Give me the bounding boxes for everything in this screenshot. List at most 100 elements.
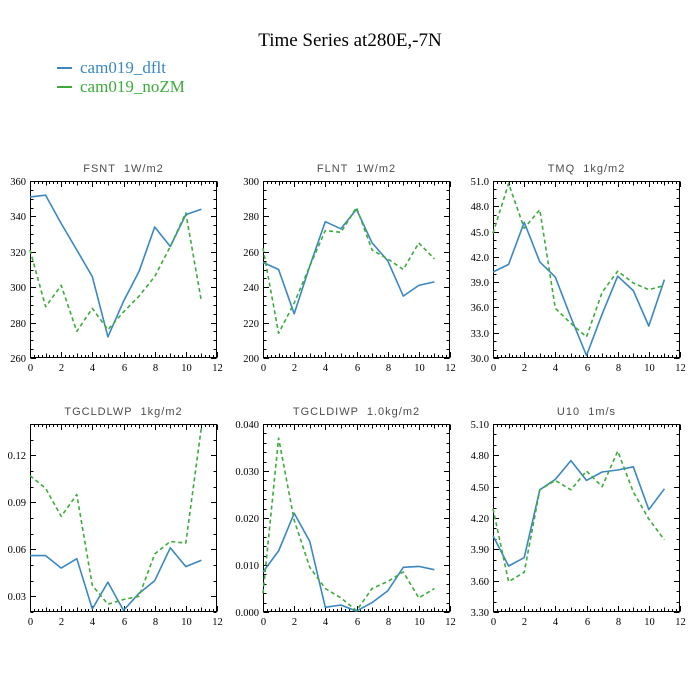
figure-title: Time Series at280E,-7N (258, 30, 442, 51)
series-line-cam019_noZM (29, 426, 203, 605)
x-tick-label: 10 (181, 363, 192, 374)
series-line-cam019_noZM (262, 437, 435, 612)
x-tick-label: 8 (616, 617, 621, 628)
x-tick-label: 6 (585, 617, 590, 628)
y-tick-label: 0.040 (235, 420, 259, 431)
axis-labels: 0 2 4 6 8 10 12 3.30 3.60 3.90 4.20 4.50 4.80 5.10 (471, 420, 686, 628)
legend-line-swatch (57, 67, 72, 69)
y-tick-label: 5.10 (471, 420, 489, 431)
chart-u10: U10 1m/s 0 2 4 6 8 10 12 3.30 3.60 3.90 4.20 4.50 4.… (460, 398, 697, 638)
y-tick-label: 0.030 (235, 467, 259, 478)
legend-line-swatch (57, 86, 72, 88)
x-tick-label: 0 (28, 617, 33, 628)
chart-title: TMQ 1kg/m2 (547, 163, 626, 175)
y-tick-label: 200 (243, 354, 259, 365)
y-tick-label: 240 (243, 283, 259, 294)
chart-canvas: 0 2 4 6 8 10 12 0.000 0.010 0.020 0.030 0.040 (235, 420, 455, 628)
series-line-cam019_dflt (262, 208, 435, 315)
y-tick-label: 36.0 (471, 303, 489, 314)
y-tick-label: 0.12 (8, 451, 26, 462)
y-tick-label: 0.09 (8, 498, 26, 509)
axis-labels: 0 2 4 6 8 10 12 200 220 240 260 280 300 (243, 177, 456, 374)
chart-tgcldiwp: TGCLDIWP 1.0kg/m2 0 2 4 6 8 10 12 0.000 0.010 0.0… (230, 398, 467, 638)
x-tick-label: 10 (644, 363, 655, 374)
y-tick-label: 0.000 (235, 608, 259, 619)
series-line-cam019_dflt (492, 459, 666, 567)
x-tick-label: 6 (355, 363, 360, 374)
y-tick-label: 3.30 (471, 608, 489, 619)
y-tick-label: 4.50 (471, 483, 489, 494)
plot-border (493, 424, 680, 612)
y-tick-label: 280 (243, 212, 259, 223)
axis-ticks (493, 424, 681, 613)
x-tick-label: 6 (122, 617, 127, 628)
chart-canvas: 0 2 4 6 8 10 12 30.0 33.0 36.0 39.0 42.0 45.0 48.0 51.… (471, 177, 686, 374)
x-tick-label: 10 (414, 617, 425, 628)
y-tick-label: 0.06 (8, 545, 26, 556)
x-tick-label: 2 (292, 363, 297, 374)
y-tick-label: 48.0 (471, 202, 489, 213)
x-tick-label: 8 (386, 617, 391, 628)
y-tick-label: 51.0 (471, 177, 489, 188)
x-tick-label: 10 (644, 617, 655, 628)
y-tick-label: 340 (10, 212, 26, 223)
x-tick-label: 8 (153, 617, 158, 628)
y-tick-label: 3.90 (471, 545, 489, 556)
legend-item: cam019_noZM (57, 77, 185, 96)
x-tick-label: 8 (616, 363, 621, 374)
x-tick-label: 4 (90, 617, 96, 628)
chart-flnt: FLNT 1W/m2 0 2 4 6 8 10 12 200 220 240 260 280 300 (230, 155, 467, 395)
chart-title: FSNT 1W/m2 (83, 163, 164, 175)
series-line-cam019_dflt (29, 194, 202, 338)
x-tick-label: 10 (414, 363, 425, 374)
x-tick-label: 8 (386, 363, 391, 374)
plot-border (30, 181, 217, 358)
y-tick-label: 39.0 (471, 278, 489, 289)
y-tick-label: 45.0 (471, 228, 489, 239)
chart-title: U10 1m/s (556, 406, 617, 418)
chart-tmq: TMQ 1kg/m2 0 2 4 6 8 10 12 30.0 33.0 36.0 39.0 42.0… (460, 155, 697, 395)
y-tick-label: 300 (243, 177, 259, 188)
series-line-cam019_noZM (492, 182, 665, 338)
chart-title: FLNT 1W/m2 (316, 163, 397, 175)
chart-canvas: 0 2 4 6 8 10 12 260 280 300 320 340 360 (10, 177, 223, 374)
axis-ticks (30, 424, 218, 613)
x-tick-label: 8 (153, 363, 158, 374)
axis-labels: 0 2 4 6 8 10 12 0.03 0.06 0.09 0.12 (8, 451, 223, 628)
y-tick-label: 220 (243, 319, 259, 330)
legend: cam019_dflt cam019_noZM (57, 58, 185, 96)
legend-item-label: cam019_dflt (80, 58, 166, 77)
plot-border (493, 181, 680, 358)
plot-border (30, 424, 217, 612)
chart-canvas: 0 2 4 6 8 10 12 0.03 0.06 0.09 0.12 (8, 424, 223, 628)
series-line-cam019_noZM (492, 450, 666, 583)
y-tick-label: 30.0 (471, 354, 489, 365)
x-tick-label: 4 (553, 617, 559, 628)
chart-fsnt: FSNT 1W/m2 0 2 4 6 8 10 12 260 280 300 320 340 360 (0, 155, 234, 395)
y-tick-label: 33.0 (471, 329, 489, 340)
x-tick-label: 6 (585, 363, 590, 374)
x-tick-label: 2 (522, 363, 527, 374)
axis-labels: 0 2 4 6 8 10 12 30.0 33.0 36.0 39.0 42.0 45.0 48.0 51.… (471, 177, 686, 374)
series-line-cam019_dflt (30, 547, 202, 612)
y-tick-label: 300 (10, 283, 26, 294)
x-tick-label: 2 (292, 617, 297, 628)
y-tick-label: 360 (10, 177, 26, 188)
x-tick-label: 0 (261, 617, 266, 628)
legend-item: cam019_dflt (57, 58, 185, 77)
axis-ticks (263, 181, 451, 359)
x-tick-label: 0 (28, 363, 33, 374)
y-tick-label: 3.60 (471, 577, 489, 588)
y-tick-label: 0.020 (235, 514, 259, 525)
y-tick-label: 42.0 (471, 253, 489, 264)
x-tick-label: 4 (90, 363, 96, 374)
chart-canvas: 0 2 4 6 8 10 12 3.30 3.60 3.90 4.20 4.50 4.80 5.10 (471, 420, 686, 628)
x-tick-label: 0 (491, 363, 496, 374)
chart-title: TGCLDLWP 1kg/m2 (64, 406, 183, 418)
axis-ticks (30, 181, 218, 359)
x-tick-label: 6 (122, 363, 127, 374)
y-tick-label: 0.010 (235, 561, 259, 572)
series-line-cam019_noZM (29, 212, 203, 333)
y-tick-label: 280 (10, 319, 26, 330)
